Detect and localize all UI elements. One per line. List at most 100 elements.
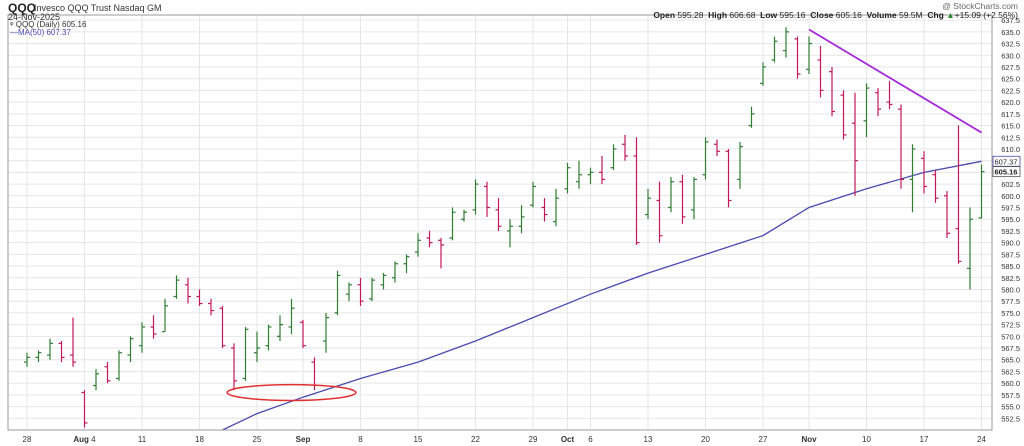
y-tick-label: 600.0 (1001, 192, 1020, 201)
x-tick-label: 6 (588, 435, 593, 444)
y-tick-label: 552.5 (1001, 414, 1020, 423)
x-tick-label: Oct (561, 435, 575, 444)
ohlc-bar (323, 312, 329, 353)
ohlc-bar (47, 338, 53, 360)
right-value-labels: 607.37 605.16 (992, 155, 1021, 178)
ohlc-bar (748, 106, 755, 128)
close-label: Close (810, 10, 834, 20)
ohlc-bar (691, 177, 697, 220)
legend-price: ᵠ QQQ (Daily) 605.16 (10, 20, 86, 29)
ohlc-bar (852, 92, 858, 196)
ohlc-bar (81, 390, 88, 428)
close-value: 605.16 (835, 10, 862, 20)
ohlc-bar (426, 230, 433, 248)
ohlc-bar (173, 275, 180, 299)
ohlc-bar (863, 83, 870, 138)
x-tick-label: 18 (195, 435, 204, 444)
ohlc-bar (334, 270, 341, 316)
x-tick-label: 15 (414, 435, 423, 444)
ohlc-bar (944, 191, 950, 238)
ohlc-bar (702, 137, 709, 180)
x-tick-label: 29 (529, 435, 538, 444)
ohlc-bar (484, 181, 490, 217)
y-tick-label: 565.0 (1001, 356, 1020, 365)
low-label: Low (760, 10, 778, 20)
ohlc-bar (35, 350, 42, 363)
open-value: 595.28 (677, 10, 704, 20)
ohlc-bar (760, 62, 766, 86)
y-tick-label: 585.0 (1001, 262, 1020, 271)
ohlc-bar (622, 134, 628, 161)
legend-ma: —MA(50) 607.37 (10, 28, 71, 37)
resistance-trendline (808, 28, 982, 134)
ma50-line (222, 160, 982, 431)
y-tick-label: 620.0 (1001, 98, 1020, 107)
annotations (226, 28, 982, 402)
y-tick-label: 587.5 (1001, 250, 1020, 259)
x-tick-label: 17 (920, 435, 929, 444)
ohlc-bar (541, 198, 548, 222)
legend-ma-line-icon: — (10, 28, 18, 37)
low-value: 595.16 (779, 10, 806, 20)
ohlc-bar (116, 350, 122, 381)
x-tick-label: Nov (801, 435, 817, 444)
y-tick-label: 572.5 (1001, 321, 1020, 330)
ohlc-bar (840, 90, 847, 140)
ohlc-bar (127, 336, 134, 363)
ohlc-bar (978, 164, 985, 219)
ohlc-bar (196, 289, 203, 306)
ohlc-bar (185, 277, 191, 304)
copyright: @ StockCharts.com (942, 1, 1018, 11)
ohlc-summary: Open 595.28 High 606.68 Low 595.16 Close… (653, 10, 1018, 20)
y-tick-label: 635.0 (1001, 28, 1020, 37)
ohlc-bar (231, 343, 237, 391)
price-bars (24, 27, 985, 428)
y-tick-label: 612.5 (1001, 133, 1020, 142)
ohlc-bar (507, 219, 513, 248)
open-label: Open (653, 10, 676, 20)
ohlc-bar (495, 198, 502, 231)
ohlc-bar (346, 282, 352, 302)
plot-frame (7, 14, 993, 431)
ohlc-bar (909, 144, 916, 213)
ohlc-bar (714, 139, 720, 156)
x-axis: 28 Aug 4 11 18 25 Sep 8 15 22 29 Oct 6 13 20 27 Nov 10 17… (23, 435, 987, 444)
x-tick-label: 11 (138, 435, 147, 444)
ohlc-bar (737, 141, 743, 189)
ohlc-bar (139, 322, 145, 353)
ohlc-bar (70, 317, 76, 367)
x-tick-label: 28 (23, 435, 32, 444)
ohlc-bar (794, 36, 801, 79)
ohlc-bar (955, 125, 962, 264)
ohlc-bar (932, 170, 939, 203)
x-tick-label: 22 (471, 435, 480, 444)
y-tick-label: 567.5 (1001, 344, 1020, 353)
x-tick-label: 13 (644, 435, 653, 444)
y-tick-label: 590.0 (1001, 239, 1020, 248)
legend-ohlc-icon: ᵠ (10, 20, 14, 29)
y-tick-label: 582.5 (1001, 274, 1020, 283)
symbol: QQQ (8, 1, 37, 15)
x-tick-label: Sep (296, 435, 311, 444)
ohlc-bar (679, 174, 686, 224)
x-tick-label: 10 (862, 435, 871, 444)
ohlc-bar (553, 188, 559, 227)
y-tick-label: 577.5 (1001, 297, 1020, 306)
ohlc-bar (288, 298, 295, 334)
chart-date: 24-Nov-2025 (8, 12, 61, 22)
ohlc-bar (656, 181, 663, 243)
ohlc-bar (610, 144, 617, 171)
y-tick-label: 622.5 (1001, 86, 1020, 95)
ohlc-bar (564, 163, 571, 194)
y-tick-label: 570.0 (1001, 332, 1020, 341)
ma-value-tag: 607.37 (992, 155, 1021, 167)
ohlc-bar (357, 277, 364, 306)
ohlc-bar (530, 181, 536, 208)
ohlc-bar (725, 148, 732, 208)
y-tick-label: 557.5 (1001, 391, 1020, 400)
y-tick-label: 555.0 (1001, 403, 1020, 412)
ohlc-bar (817, 45, 824, 98)
ohlc-bar (587, 167, 594, 185)
support-highlight-circle (226, 383, 357, 402)
x-tick-label: 8 (358, 435, 363, 444)
